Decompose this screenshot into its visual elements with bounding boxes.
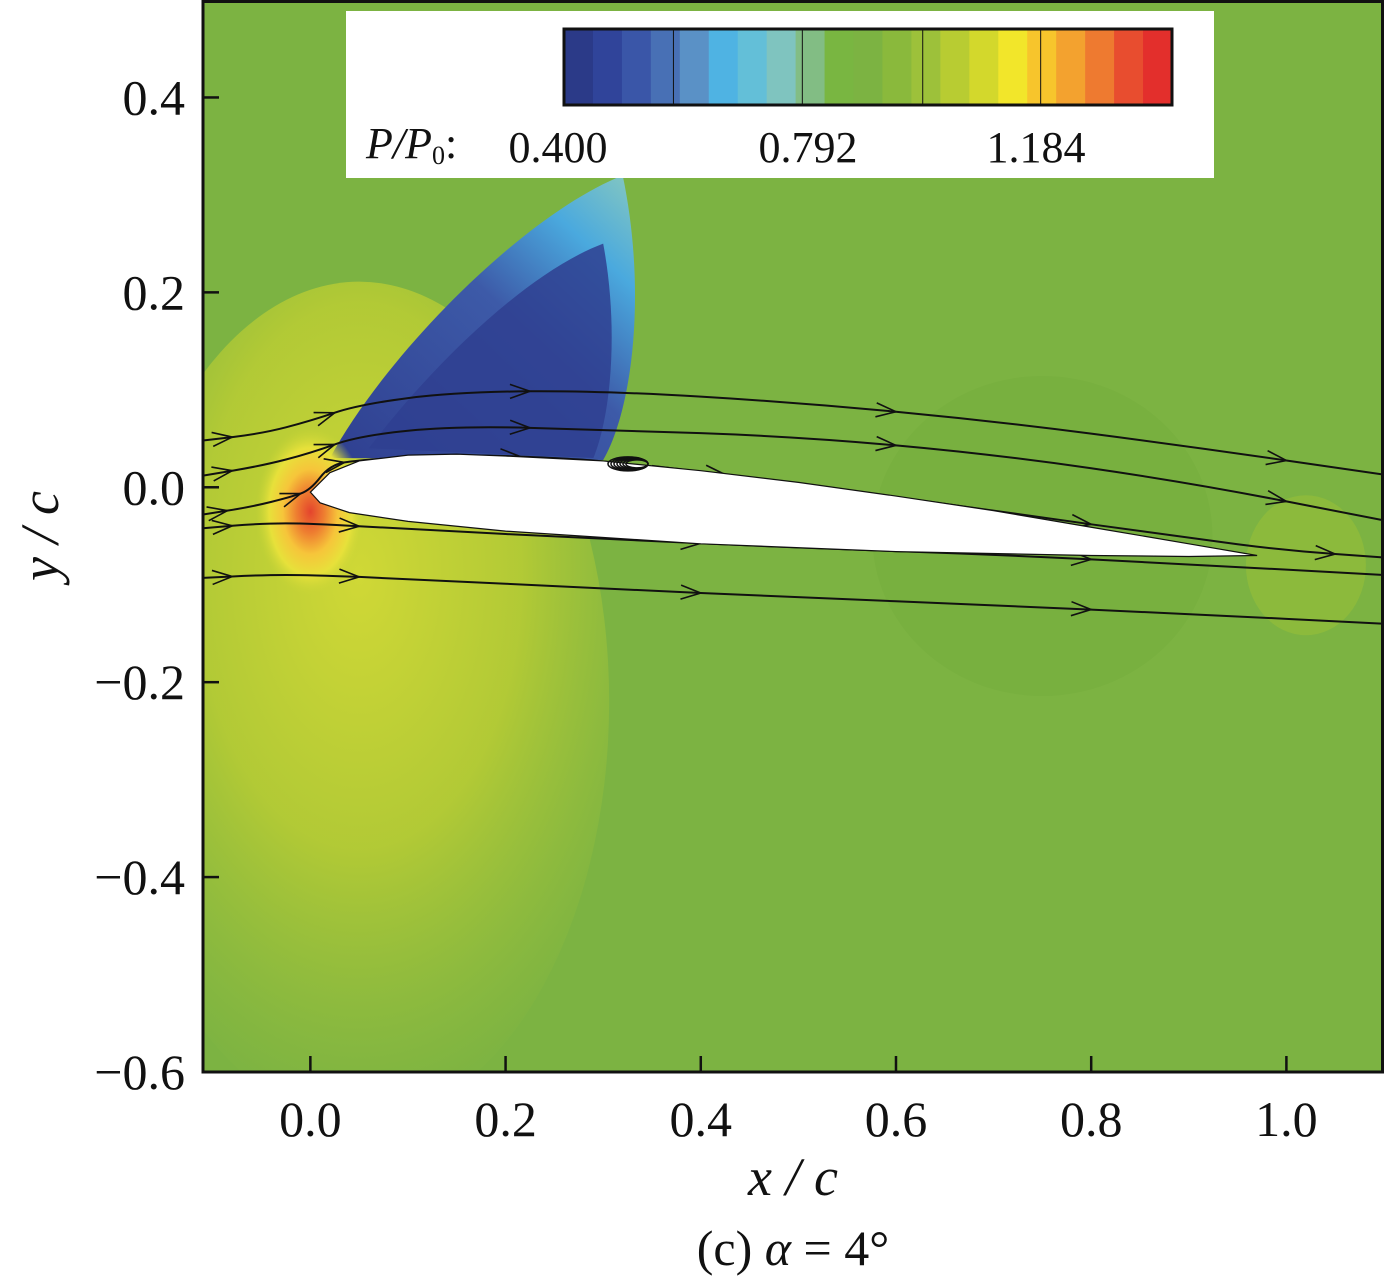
streamline-arrow: [211, 519, 235, 536]
streamline-arrow: [211, 431, 235, 448]
colorbar-border: [562, 27, 1174, 107]
streamline-arrow: [509, 419, 533, 436]
colorbar-title: P/P0:: [365, 119, 457, 170]
colorbar-swatch: [564, 29, 594, 105]
colorbar-swatch: [592, 29, 623, 105]
streamline-arrow: [323, 458, 347, 474]
colorbar-swatch: [853, 29, 884, 105]
colorbar-labels: 0.400 0.792 1.184: [509, 123, 1086, 172]
streamline-arrow: [875, 402, 899, 418]
colorbar-swatch: [766, 29, 797, 105]
y-tick-label: 0.4: [123, 69, 186, 125]
streamline-arrow: [279, 492, 303, 508]
y-tick-label: 0.0: [123, 459, 186, 515]
streamline-arrow: [1314, 544, 1338, 561]
colorbar-tick-label: 1.184: [987, 123, 1086, 172]
colorbar-swatch: [1114, 29, 1144, 105]
streamline-arrow: [211, 569, 235, 586]
y-axis-title: y / c: [10, 491, 70, 586]
colorbar-swatch: [911, 29, 941, 105]
airfoil: [309, 453, 1258, 558]
y-axis: 0.4 0.2 0.0 −0.2 −0.4 −0.6: [94, 69, 219, 1100]
streamline-arrow: [680, 584, 704, 600]
streamline-arrow: [338, 517, 362, 533]
separation-vortex: [607, 456, 649, 472]
x-tick-label: 0.0: [279, 1091, 342, 1147]
y-tick-label: −0.6: [94, 1044, 185, 1100]
streamline-arrow: [206, 506, 230, 522]
colorbar-title-colon: :: [445, 119, 457, 168]
streamlines: [203, 383, 1384, 625]
colorbar-swatch: [1085, 29, 1115, 105]
x-tick-label: 0.2: [474, 1091, 537, 1147]
colorbar-swatch: [621, 29, 652, 105]
vortex-ring: [625, 459, 649, 469]
streamline: [203, 426, 1384, 522]
colorbar-title-sub: 0: [432, 141, 445, 170]
streamline-arrow: [875, 435, 899, 452]
streamline-arrow: [313, 443, 338, 459]
streamline-arrow: [509, 383, 533, 400]
x-tick-label: 0.8: [1060, 1091, 1123, 1147]
x-tick-label: 0.6: [865, 1091, 928, 1147]
colorbar-swatch: [795, 29, 826, 105]
y-tick-label: 0.2: [123, 264, 186, 320]
colorbar-swatch: [1143, 29, 1173, 105]
streamline-arrow: [211, 466, 235, 482]
caption-prefix: (c): [697, 1220, 765, 1276]
colorbar-tick-label: 0.400: [509, 123, 608, 172]
colorbar-strip: [564, 29, 1173, 105]
x-tick-label: 0.4: [670, 1091, 733, 1147]
colorbar-swatch: [998, 29, 1028, 105]
y-tick-label: −0.2: [94, 654, 185, 710]
x-axis-title: x / c: [747, 1147, 838, 1207]
plot-area: [203, 0, 1384, 1072]
colorbar-swatch: [679, 29, 710, 105]
y-tick-label: −0.4: [94, 849, 185, 905]
figure-caption: (c) α = 4°: [697, 1220, 889, 1276]
colorbar-swatch: [1056, 29, 1086, 105]
streamline-arrow: [1265, 490, 1289, 506]
colorbar-swatch: [824, 29, 855, 105]
colorbar-swatch: [882, 29, 913, 105]
streamline: [203, 390, 1384, 476]
caption-symbol: α: [765, 1220, 793, 1276]
colorbar-swatch: [1027, 29, 1057, 105]
colorbar-swatch: [650, 29, 681, 105]
streamline-arrow: [313, 411, 338, 427]
streamline-arrow: [1265, 449, 1289, 466]
x-tick-label: 1.0: [1255, 1091, 1318, 1147]
colorbar-legend: P/P0: 0.400 0.792 1.184: [346, 11, 1214, 178]
plot-frame: [201, 0, 1384, 1074]
colorbar-swatch: [969, 29, 999, 105]
colorbar-swatch: [708, 29, 739, 105]
x-axis: 0.0 0.2 0.4 0.6 0.8 1.0: [279, 1056, 1318, 1147]
streamline-arrow: [338, 568, 362, 584]
colorbar-tick-label: 0.792: [759, 123, 858, 172]
upper-suction-core: [368, 243, 612, 459]
colorbar-swatch: [940, 29, 970, 105]
caption-suffix: = 4°: [791, 1220, 889, 1276]
streamline-arrow: [1070, 600, 1094, 617]
colorbar-swatch: [737, 29, 768, 105]
trailing-edge-region: [1245, 495, 1366, 636]
colorbar-title-main: P/P: [365, 119, 432, 168]
